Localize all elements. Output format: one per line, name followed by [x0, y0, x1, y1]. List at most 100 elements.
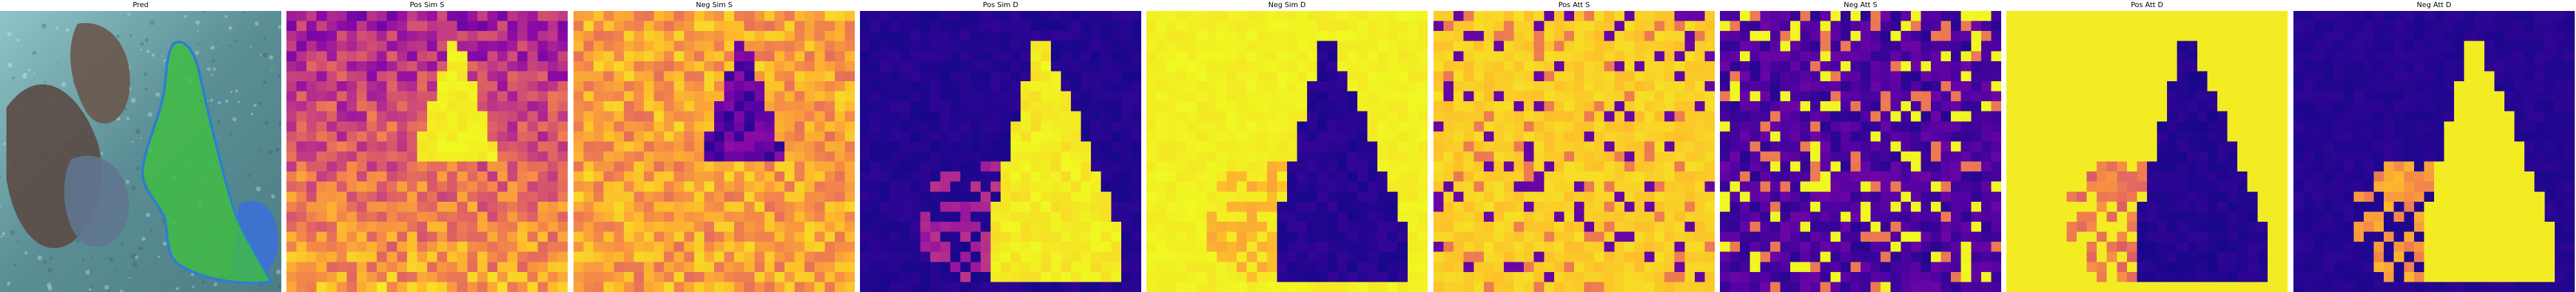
heatmap-cell	[880, 61, 891, 72]
heatmap-cell	[497, 81, 508, 92]
heatmap-cell	[1307, 81, 1318, 92]
heatmap-cell	[537, 51, 548, 62]
heatmap-cell	[744, 161, 755, 172]
heatmap-cell	[664, 271, 675, 283]
heatmap-cell	[1533, 262, 1544, 273]
heatmap-cell	[594, 51, 604, 62]
heatmap-cell	[844, 11, 855, 22]
heatmap-cell	[654, 151, 664, 162]
heatmap-cell	[316, 161, 327, 172]
heatmap-cell	[357, 161, 368, 172]
heatmap-cell	[990, 11, 1001, 22]
heatmap-cell	[664, 121, 675, 132]
heatmap-cell	[814, 71, 825, 82]
heatmap-cell	[377, 71, 388, 82]
heatmap-cell	[990, 151, 1001, 162]
heatmap-cell	[1800, 101, 1811, 112]
heatmap-cell	[1941, 21, 1952, 32]
heatmap-cell	[497, 141, 508, 152]
heatmap-cell	[1664, 141, 1675, 152]
heatmap-cell	[754, 101, 765, 112]
heatmap-cell	[1337, 231, 1348, 242]
heatmap-cell	[1417, 211, 1428, 222]
heatmap-cell	[634, 282, 644, 292]
heatmap-cell	[1961, 131, 1972, 142]
heatmap-cell	[1654, 282, 1665, 292]
heatmap-cell	[527, 81, 538, 92]
heatmap-cell	[1634, 41, 1645, 52]
heatmap-cell	[497, 201, 508, 213]
heatmap-cell	[497, 181, 508, 192]
heatmap-cell	[1921, 11, 1932, 22]
heatmap-cell	[1196, 111, 1208, 122]
texture-speck	[126, 117, 130, 121]
heatmap-cell	[1780, 71, 1791, 82]
heatmap-cell	[437, 151, 448, 162]
texture-speck	[278, 121, 281, 126]
heatmap-cell	[1544, 242, 1555, 253]
heatmap-cell	[1594, 231, 1605, 242]
heatmap-cell	[447, 121, 458, 132]
heatmap-cell	[537, 191, 548, 202]
heatmap-cell	[1277, 251, 1288, 262]
heatmap-cell	[1257, 181, 1268, 192]
heatmap-cell	[744, 91, 755, 102]
heatmap-cell	[930, 151, 941, 162]
texture-speck	[210, 46, 215, 50]
heatmap-cell	[1921, 251, 1932, 262]
heatmap-cell	[594, 171, 604, 182]
heatmap-cell	[357, 121, 368, 132]
heatmap-cell	[814, 181, 825, 192]
heatmap-cell	[1041, 61, 1052, 72]
heatmap-cell	[377, 191, 388, 202]
heatmap-cell	[1226, 111, 1237, 122]
heatmap-cell	[1131, 81, 1141, 92]
heatmap-cell	[1091, 191, 1102, 202]
heatmap-cell	[1061, 171, 1072, 182]
heatmap-cell	[1780, 81, 1791, 92]
heatmap-cell	[1584, 191, 1595, 202]
heatmap-cell	[1861, 61, 1872, 72]
heatmap-cell	[1050, 191, 1062, 202]
heatmap-cell	[1377, 11, 1388, 22]
heatmap-cell	[1317, 231, 1328, 242]
heatmap-cell	[960, 61, 971, 72]
heatmap-cell	[1131, 211, 1141, 222]
heatmap-cell	[296, 51, 307, 62]
heatmap-cell	[427, 282, 438, 292]
heatmap-cell	[684, 191, 695, 202]
heatmap-cell	[1901, 31, 1912, 42]
heatmap-cell	[507, 81, 518, 92]
heatmap-cell	[1674, 282, 1685, 292]
heatmap-cell	[417, 111, 428, 122]
heatmap-cell	[1041, 111, 1052, 122]
heatmap-cell	[950, 31, 961, 42]
heatmap-cell	[1951, 61, 1962, 72]
heatmap-cell	[1533, 101, 1544, 112]
heatmap-cell	[326, 41, 337, 52]
heatmap-cell	[764, 161, 775, 172]
texture-speck	[161, 55, 163, 57]
heatmap-cell	[1760, 171, 1771, 182]
texture-speck	[212, 67, 216, 71]
heatmap-cell	[814, 41, 825, 52]
heatmap-cell	[1604, 131, 1615, 142]
panel-pred: Pred	[0, 0, 281, 292]
heatmap-cell	[594, 181, 604, 192]
heatmap-cell	[1146, 222, 1157, 233]
heatmap-cell	[1030, 61, 1041, 72]
heatmap-cell	[1584, 231, 1595, 242]
heatmap-cell	[1931, 161, 1942, 172]
heatmap-cell	[537, 262, 548, 273]
heatmap-cell	[1237, 231, 1248, 242]
heatmap-cell	[1297, 111, 1308, 122]
heatmap-cell	[1050, 41, 1062, 52]
heatmap-cell	[1830, 201, 1841, 213]
heatmap-cell	[1594, 282, 1605, 292]
heatmap-cell	[1307, 11, 1318, 22]
heatmap-cell	[980, 11, 992, 22]
heatmap-cell	[1156, 71, 1167, 82]
heatmap-cell	[1121, 211, 1132, 222]
heatmap-cell	[1694, 251, 1706, 262]
heatmap-cell	[1881, 131, 1892, 142]
